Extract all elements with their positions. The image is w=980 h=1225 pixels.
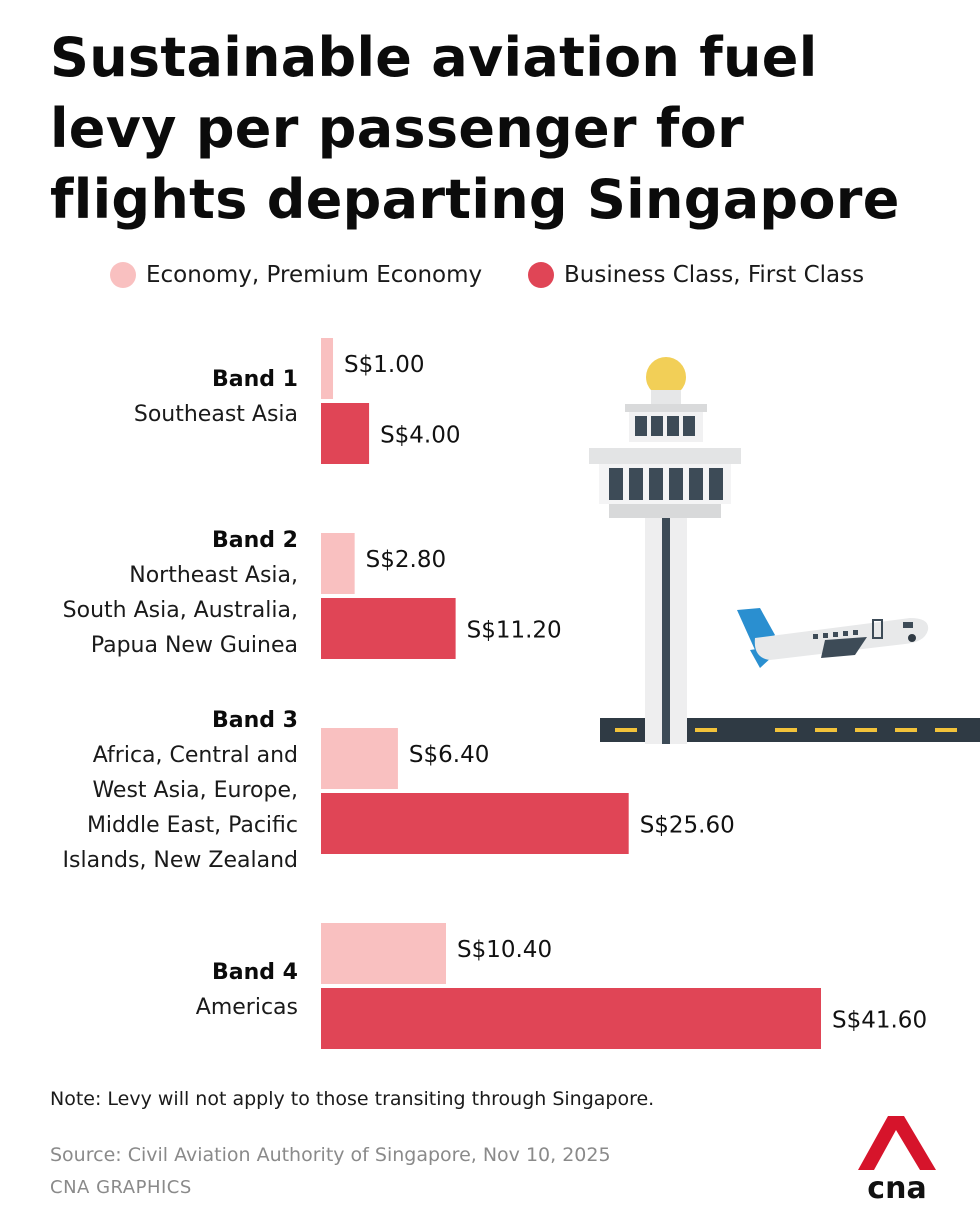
- airplane-icon: [737, 608, 929, 668]
- bar-economy-3: [321, 728, 398, 789]
- bar-business-4: [321, 988, 821, 1049]
- band-region-line: Africa, Central and: [92, 743, 298, 768]
- legend-item-business: Business Class, First Class: [528, 262, 864, 288]
- value-label-economy-3: S$6.40: [409, 742, 489, 768]
- chart-credit: CNA GRAPHICS: [50, 1177, 192, 1198]
- control-tower-illustration: [589, 357, 980, 744]
- band-region-line: South Asia, Australia,: [62, 598, 298, 623]
- band-region-line: Islands, New Zealand: [62, 848, 298, 873]
- value-label-economy-2: S$2.80: [366, 547, 446, 573]
- bar-business-1: [321, 403, 370, 464]
- bar-business-3: [321, 793, 629, 854]
- band-label-2: Band 2 Northeast Asia, South Asia, Austr…: [63, 523, 298, 663]
- band-label-1: Band 1 Southeast Asia: [134, 362, 298, 432]
- band-name: Band 1: [212, 367, 298, 392]
- band-region-line: Papua New Guinea: [90, 633, 298, 658]
- cna-logo-text: cna: [867, 1171, 926, 1202]
- band-name: Band 3: [212, 708, 298, 733]
- value-label-business-4: S$41.60: [832, 1008, 927, 1034]
- bar-economy-1: [321, 338, 334, 399]
- cna-logo-icon: cna: [858, 1116, 936, 1202]
- band-region-line: Middle East, Pacific: [86, 813, 298, 838]
- band-region-line: West Asia, Europe,: [92, 778, 298, 803]
- legend-label-business: Business Class, First Class: [564, 262, 865, 288]
- band-name: Band 2: [212, 528, 298, 553]
- band-label-4: Band 4 Americas: [196, 955, 298, 1025]
- band-region-line: Northeast Asia,: [129, 563, 298, 588]
- chart-note: Note: Levy will not apply to those trans…: [50, 1088, 655, 1110]
- legend-item-economy: Economy, Premium Economy: [110, 262, 482, 288]
- band-name: Band 4: [212, 960, 298, 985]
- bar-business-2: [321, 598, 456, 659]
- value-label-economy-1: S$1.00: [344, 352, 424, 378]
- chart-title: Sustainable aviation fuel levy per passe…: [50, 26, 900, 231]
- chart-source: Source: Civil Aviation Authority of Sing…: [50, 1144, 611, 1166]
- legend-swatch-business: [528, 262, 554, 288]
- value-label-business-2: S$11.20: [467, 618, 562, 644]
- band-label-3: Band 3 Africa, Central and West Asia, Eu…: [63, 703, 298, 878]
- legend-swatch-economy: [110, 262, 136, 288]
- band-region-line: Southeast Asia: [133, 402, 298, 427]
- bar-economy-2: [321, 533, 355, 594]
- value-label-economy-4: S$10.40: [457, 937, 552, 963]
- legend-label-economy: Economy, Premium Economy: [146, 262, 483, 288]
- band-region-line: Americas: [195, 995, 298, 1020]
- value-label-business-1: S$4.00: [380, 423, 460, 449]
- bar-economy-4: [321, 923, 446, 984]
- value-label-business-3: S$25.60: [640, 813, 735, 839]
- tower-icon: [589, 357, 741, 744]
